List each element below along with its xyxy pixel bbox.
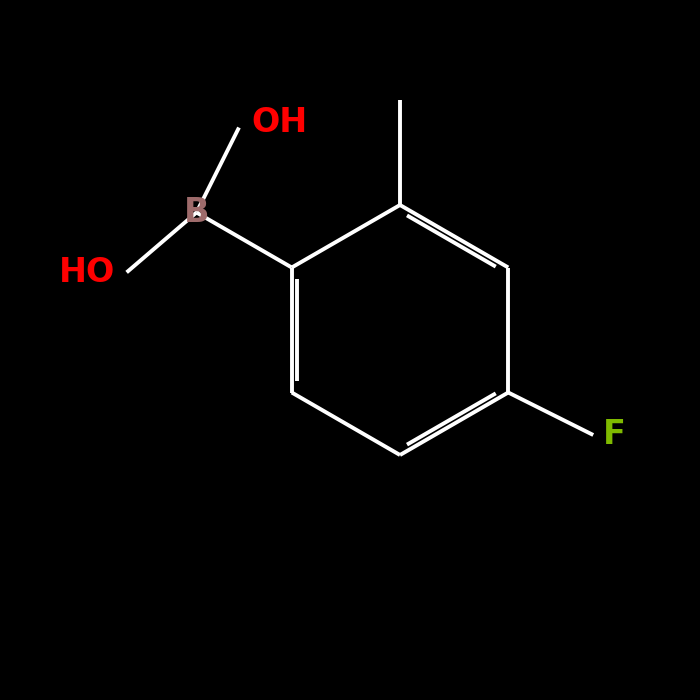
Text: HO: HO: [58, 256, 115, 289]
Text: B: B: [183, 196, 209, 229]
Text: OH: OH: [251, 106, 307, 139]
Text: F: F: [603, 419, 626, 452]
